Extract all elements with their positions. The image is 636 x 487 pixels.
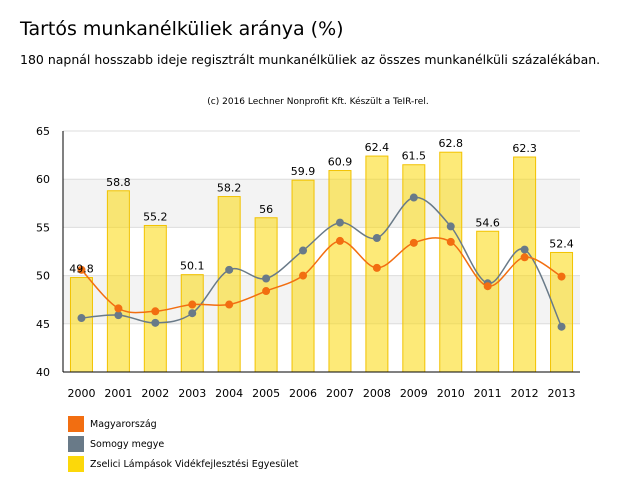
legend-item-somogy[interactable]: Somogy megye <box>68 434 298 454</box>
bar-value-label: 50.1 <box>180 260 205 273</box>
series-point <box>372 263 381 272</box>
series-point <box>262 274 271 283</box>
series-point <box>409 193 418 202</box>
bar <box>217 196 241 373</box>
bar <box>69 277 93 373</box>
x-tick-label: 2011 <box>474 387 502 400</box>
bar <box>180 274 204 373</box>
series-point <box>520 253 529 262</box>
legend-swatch-magyarorszag <box>68 416 84 432</box>
bar-value-label: 62.8 <box>439 137 464 150</box>
bar-value-label: 55.2 <box>143 210 168 223</box>
bar <box>143 224 167 373</box>
series-point <box>446 222 455 231</box>
x-tick-label: 2012 <box>511 387 539 400</box>
y-tick-label: 60 <box>36 173 50 186</box>
series-point <box>188 300 197 309</box>
series-point <box>483 282 492 291</box>
x-tick-label: 2004 <box>215 387 243 400</box>
bar <box>513 156 537 373</box>
legend-item-magyarorszag[interactable]: Magyarország <box>68 414 298 434</box>
y-tick-label: 55 <box>36 221 50 234</box>
x-tick-label: 2010 <box>437 387 465 400</box>
x-tick-label: 2001 <box>104 387 132 400</box>
x-tick-label: 2008 <box>363 387 391 400</box>
bar <box>439 151 463 373</box>
x-tick-label: 2013 <box>548 387 576 400</box>
y-tick-label: 45 <box>36 318 50 331</box>
bar-value-label: 56 <box>259 203 273 216</box>
bar-value-label: 49.8 <box>69 263 94 276</box>
bar-value-label: 59.9 <box>291 165 316 178</box>
x-tick-label: 2003 <box>178 387 206 400</box>
plot-band <box>63 323 580 372</box>
series-point <box>151 307 160 316</box>
series-point <box>188 309 197 318</box>
x-tick-label: 2007 <box>326 387 354 400</box>
series-point <box>299 246 308 255</box>
series-point <box>446 237 455 246</box>
x-tick-label: 2005 <box>252 387 280 400</box>
bar <box>328 170 352 373</box>
series-point <box>372 234 381 243</box>
plot-band <box>63 179 580 228</box>
series-point <box>409 238 418 247</box>
legend-swatch-zselici <box>68 456 84 472</box>
series-point <box>557 322 566 331</box>
series-point <box>225 300 234 309</box>
bar-value-label: 52.4 <box>549 237 574 250</box>
series-point <box>520 245 529 254</box>
bar-value-label: 54.6 <box>475 216 500 229</box>
x-tick-label: 2002 <box>141 387 169 400</box>
legend-item-zselici[interactable]: Zselici Lámpások Vidékfejlesztési Egyesü… <box>68 454 298 474</box>
y-tick-label: 40 <box>36 366 50 379</box>
legend-label-somogy: Somogy megye <box>90 438 165 450</box>
bar-value-label: 58.2 <box>217 182 242 195</box>
legend-label-zselici: Zselici Lámpások Vidékfejlesztési Egyesü… <box>90 458 299 470</box>
series-point <box>77 314 86 323</box>
legend-swatch-somogy <box>68 436 84 452</box>
series-point <box>335 218 344 227</box>
legend: Magyarország Somogy megye Zselici Lámpás… <box>68 414 298 474</box>
x-tick-label: 2000 <box>67 387 95 400</box>
x-tick-label: 2009 <box>400 387 428 400</box>
series-point <box>114 304 123 313</box>
series-point <box>114 311 123 320</box>
chart-credit: (c) 2016 Lechner Nonprofit Kft. Készült … <box>207 97 429 107</box>
bar-value-label: 62.4 <box>365 141 390 154</box>
y-tick-label: 65 <box>36 125 50 138</box>
series-point <box>335 236 344 245</box>
chart-title: Tartós munkanélküliek aránya (%) <box>20 18 344 40</box>
series-point <box>557 272 566 281</box>
series-point <box>151 318 160 327</box>
plot-band <box>63 131 580 180</box>
series-point <box>262 287 271 296</box>
bar-value-label: 60.9 <box>328 156 353 169</box>
plot-band <box>63 275 580 324</box>
bar-value-label: 61.5 <box>402 150 427 163</box>
bar <box>476 230 500 373</box>
series-point <box>299 271 308 280</box>
bar-value-label: 58.8 <box>106 176 131 189</box>
bar-value-label: 62.3 <box>512 142 537 155</box>
series-point <box>225 265 234 274</box>
bar <box>106 190 130 373</box>
x-tick-label: 2006 <box>289 387 317 400</box>
chart-subtitle: 180 napnál hosszabb ideje regisztrált mu… <box>20 52 601 67</box>
legend-label-magyarorszag: Magyarország <box>90 418 157 430</box>
series-point <box>77 265 86 274</box>
y-tick-label: 50 <box>36 270 50 283</box>
